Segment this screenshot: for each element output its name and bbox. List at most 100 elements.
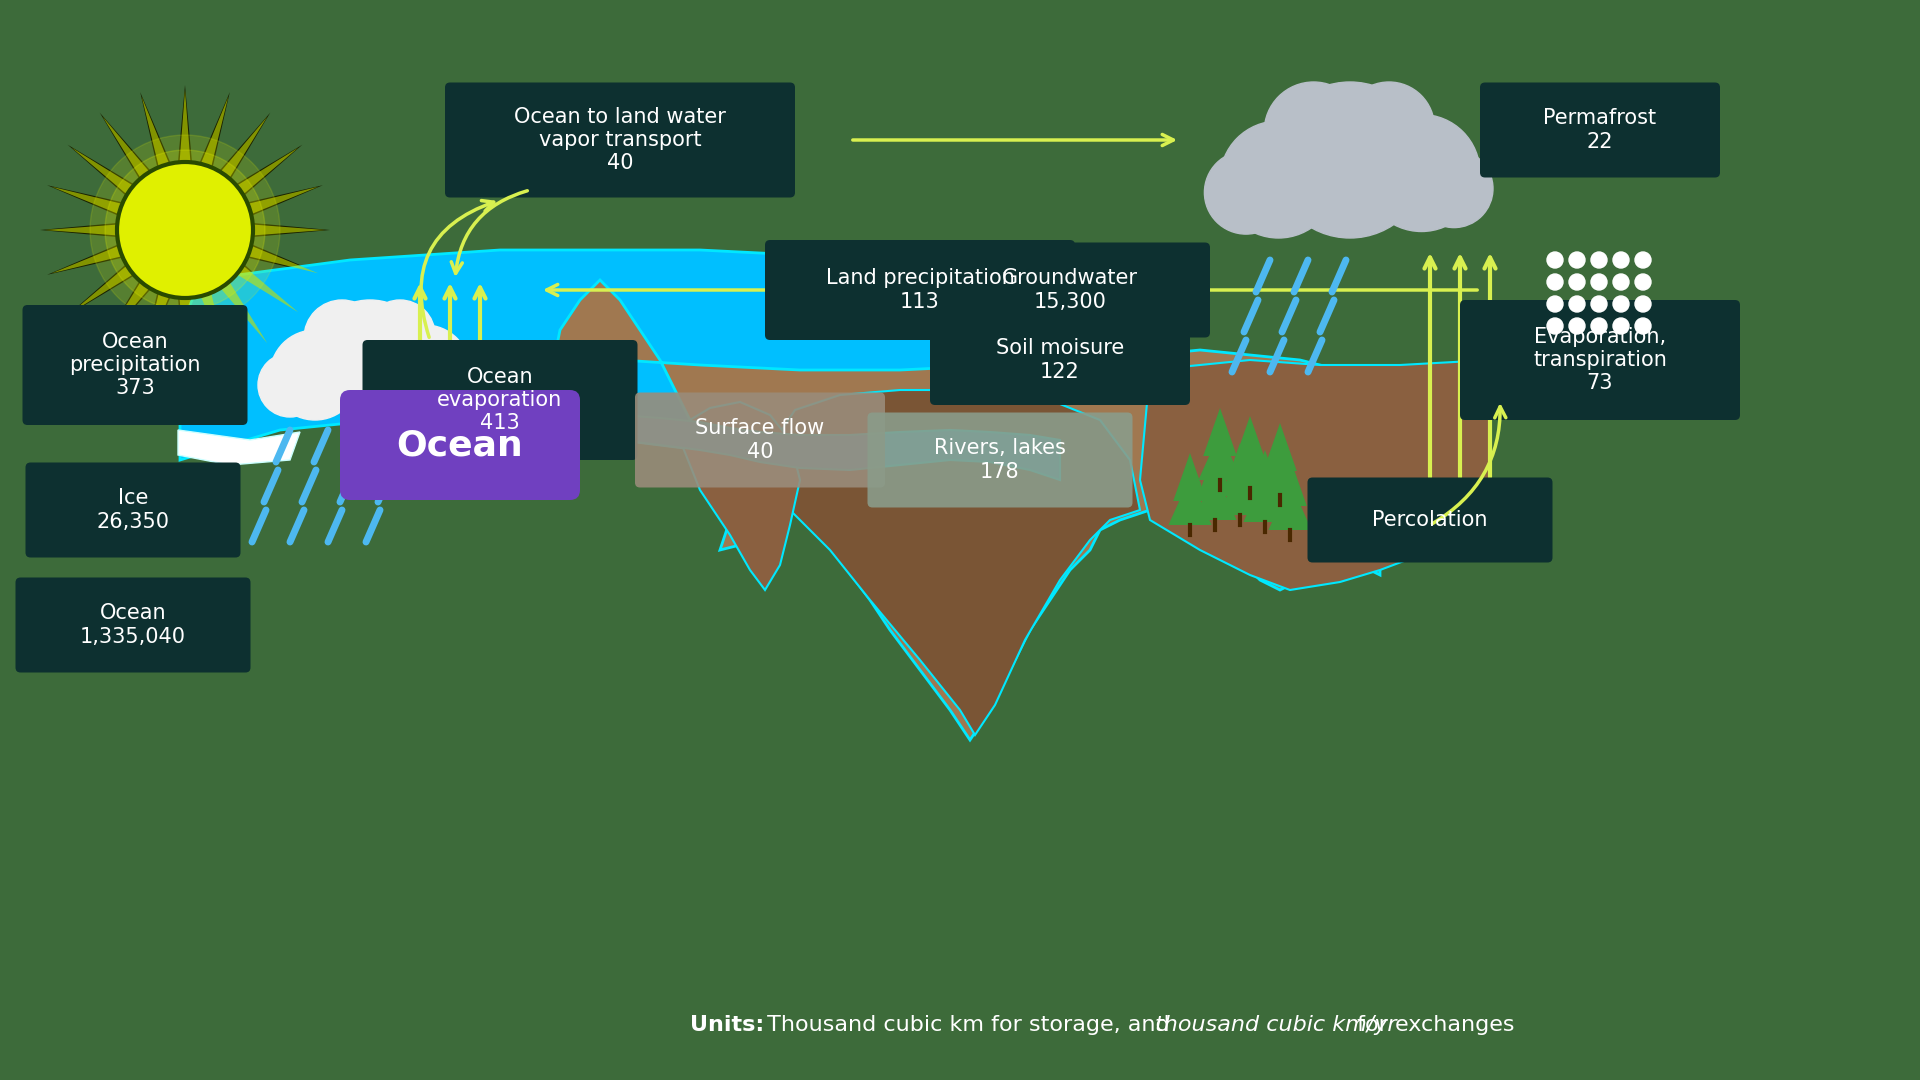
Polygon shape bbox=[236, 148, 298, 194]
Text: for exchanges: for exchanges bbox=[1350, 1015, 1515, 1035]
Text: Ocean
evaporation
413: Ocean evaporation 413 bbox=[438, 367, 563, 433]
Polygon shape bbox=[100, 269, 159, 348]
FancyBboxPatch shape bbox=[764, 240, 1075, 340]
Circle shape bbox=[271, 330, 361, 420]
Polygon shape bbox=[180, 298, 190, 370]
Circle shape bbox=[1263, 82, 1363, 180]
Circle shape bbox=[1592, 274, 1607, 291]
Text: Soil moisure
122: Soil moisure 122 bbox=[996, 338, 1123, 381]
Polygon shape bbox=[1229, 440, 1271, 488]
Text: Ocean
precipitation
373: Ocean precipitation 373 bbox=[69, 332, 202, 399]
Polygon shape bbox=[142, 97, 169, 167]
Polygon shape bbox=[236, 266, 298, 312]
Polygon shape bbox=[202, 97, 228, 167]
FancyBboxPatch shape bbox=[340, 390, 580, 500]
Circle shape bbox=[90, 135, 280, 325]
Polygon shape bbox=[142, 293, 169, 363]
Polygon shape bbox=[100, 112, 159, 191]
Polygon shape bbox=[140, 92, 177, 180]
Text: Percolation: Percolation bbox=[1373, 510, 1488, 530]
Circle shape bbox=[420, 352, 480, 411]
Polygon shape bbox=[211, 269, 271, 348]
Polygon shape bbox=[67, 255, 146, 315]
Polygon shape bbox=[48, 185, 136, 221]
Polygon shape bbox=[225, 255, 301, 315]
Polygon shape bbox=[1198, 448, 1233, 496]
Circle shape bbox=[1636, 296, 1651, 312]
FancyBboxPatch shape bbox=[868, 413, 1133, 508]
Polygon shape bbox=[177, 284, 194, 375]
Polygon shape bbox=[211, 112, 271, 191]
Polygon shape bbox=[1169, 477, 1212, 525]
Polygon shape bbox=[248, 187, 319, 214]
Polygon shape bbox=[1233, 416, 1267, 464]
Text: Permafrost
22: Permafrost 22 bbox=[1544, 108, 1657, 151]
FancyBboxPatch shape bbox=[15, 578, 250, 673]
FancyBboxPatch shape bbox=[25, 462, 240, 557]
Text: thousand cubic km/yr: thousand cubic km/yr bbox=[1156, 1015, 1396, 1035]
Polygon shape bbox=[71, 148, 132, 194]
Circle shape bbox=[1613, 296, 1628, 312]
Polygon shape bbox=[1223, 443, 1258, 491]
Circle shape bbox=[1569, 296, 1586, 312]
Circle shape bbox=[1548, 296, 1563, 312]
Circle shape bbox=[1548, 252, 1563, 268]
Circle shape bbox=[1592, 318, 1607, 334]
Polygon shape bbox=[1269, 482, 1311, 530]
Text: Groundwater
15,300: Groundwater 15,300 bbox=[1002, 269, 1139, 312]
Text: Land precipitation
113: Land precipitation 113 bbox=[826, 269, 1014, 312]
Circle shape bbox=[1344, 82, 1434, 173]
Polygon shape bbox=[67, 145, 146, 205]
Text: Evaporation,
transpiration
73: Evaporation, transpiration 73 bbox=[1532, 327, 1667, 393]
Polygon shape bbox=[225, 145, 301, 205]
Circle shape bbox=[1613, 274, 1628, 291]
FancyBboxPatch shape bbox=[445, 82, 795, 198]
Polygon shape bbox=[1248, 450, 1283, 498]
Text: Ocean
1,335,040: Ocean 1,335,040 bbox=[81, 604, 186, 647]
Circle shape bbox=[1548, 318, 1563, 334]
Polygon shape bbox=[540, 280, 1380, 740]
FancyBboxPatch shape bbox=[1459, 300, 1740, 420]
Circle shape bbox=[106, 150, 265, 310]
Circle shape bbox=[1569, 252, 1586, 268]
Polygon shape bbox=[1204, 408, 1236, 456]
Polygon shape bbox=[180, 90, 190, 162]
Circle shape bbox=[1569, 274, 1586, 291]
Polygon shape bbox=[1173, 453, 1208, 501]
Polygon shape bbox=[1273, 458, 1308, 507]
Circle shape bbox=[1636, 318, 1651, 334]
Circle shape bbox=[1204, 151, 1288, 234]
Polygon shape bbox=[140, 280, 177, 368]
Circle shape bbox=[309, 300, 430, 420]
Circle shape bbox=[117, 162, 253, 298]
Circle shape bbox=[303, 300, 380, 376]
Polygon shape bbox=[776, 390, 1140, 735]
Text: Thousand cubic km for storage, and: Thousand cubic km for storage, and bbox=[760, 1015, 1177, 1035]
FancyBboxPatch shape bbox=[23, 305, 248, 426]
Circle shape bbox=[380, 325, 470, 415]
Polygon shape bbox=[1263, 423, 1296, 471]
Polygon shape bbox=[221, 282, 267, 343]
Polygon shape bbox=[1219, 467, 1261, 515]
Polygon shape bbox=[1244, 474, 1286, 522]
Circle shape bbox=[1636, 252, 1651, 268]
Polygon shape bbox=[1198, 432, 1242, 480]
Polygon shape bbox=[177, 85, 194, 176]
Polygon shape bbox=[40, 221, 131, 239]
Text: Units:: Units: bbox=[689, 1015, 764, 1035]
FancyBboxPatch shape bbox=[1480, 82, 1720, 177]
FancyBboxPatch shape bbox=[929, 243, 1210, 337]
Text: Rivers, lakes
178: Rivers, lakes 178 bbox=[933, 438, 1066, 482]
Circle shape bbox=[117, 162, 253, 298]
FancyBboxPatch shape bbox=[929, 315, 1190, 405]
Text: Surface flow
40: Surface flow 40 bbox=[695, 418, 824, 461]
Circle shape bbox=[1548, 274, 1563, 291]
Polygon shape bbox=[680, 402, 801, 590]
Circle shape bbox=[365, 300, 436, 370]
FancyBboxPatch shape bbox=[636, 392, 885, 487]
Circle shape bbox=[257, 353, 323, 417]
Polygon shape bbox=[71, 266, 132, 312]
Polygon shape bbox=[202, 293, 228, 363]
Circle shape bbox=[1363, 114, 1480, 231]
Circle shape bbox=[1271, 82, 1428, 238]
